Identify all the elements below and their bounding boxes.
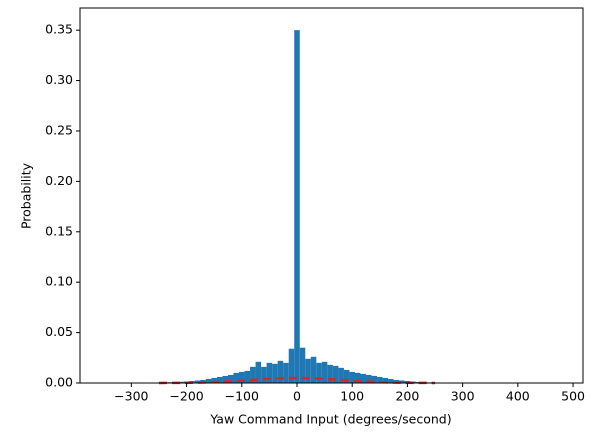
y-tick-label: 0.05	[45, 324, 73, 339]
bar	[299, 347, 306, 383]
bar	[283, 362, 289, 383]
plot-frame	[79, 7, 584, 384]
bar	[211, 377, 217, 383]
bar	[388, 378, 394, 383]
bar	[343, 369, 350, 383]
bar	[194, 380, 201, 383]
bar	[332, 365, 339, 383]
bar	[327, 364, 333, 383]
bar	[227, 374, 234, 383]
bar	[244, 370, 251, 383]
y-tick-label: 0.10	[45, 274, 73, 289]
y-tick-label: 0.25	[45, 122, 73, 137]
bar	[216, 376, 223, 383]
bar	[349, 371, 355, 383]
bar	[310, 356, 317, 383]
bar	[205, 378, 212, 383]
bar	[305, 358, 311, 383]
y-tick-label: 0.20	[45, 173, 73, 188]
bar	[178, 381, 184, 383]
bar	[366, 374, 372, 383]
x-tick-label: 200	[395, 389, 419, 404]
bar	[288, 348, 295, 383]
bar	[321, 361, 328, 383]
x-tick-label: 500	[561, 389, 585, 404]
bar	[250, 366, 256, 383]
x-tick-label: 100	[340, 389, 364, 404]
fit-line	[158, 376, 436, 385]
bar	[277, 360, 284, 383]
bar	[316, 362, 322, 383]
bar	[399, 380, 405, 383]
bar	[360, 373, 367, 383]
x-tick-label: −100	[225, 389, 259, 404]
y-tick-label: 0.35	[45, 22, 73, 37]
y-tick-label: 0.00	[45, 375, 73, 390]
x-tick-label: −300	[114, 389, 148, 404]
bar	[266, 362, 273, 383]
bar	[239, 371, 245, 383]
bar	[294, 30, 300, 383]
bar	[222, 375, 228, 383]
bar	[338, 367, 344, 383]
bar	[233, 372, 240, 383]
bar	[255, 361, 262, 383]
x-tick-label: 0	[293, 389, 301, 404]
bar	[377, 376, 383, 383]
bar	[415, 381, 422, 383]
y-tick-label: 0.15	[45, 223, 73, 238]
x-tick-label: −200	[169, 389, 203, 404]
x-tick-label: 400	[506, 389, 530, 404]
bar	[382, 377, 389, 383]
bar	[371, 375, 378, 383]
bar	[354, 372, 361, 383]
y-axis-label: Probability	[19, 162, 34, 229]
bar	[261, 366, 267, 383]
y-tick-label: 0.30	[45, 72, 73, 87]
x-tick-label: 300	[451, 389, 475, 404]
x-axis-label: Yaw Command Input (degrees/second)	[209, 412, 451, 427]
bar	[272, 363, 278, 383]
